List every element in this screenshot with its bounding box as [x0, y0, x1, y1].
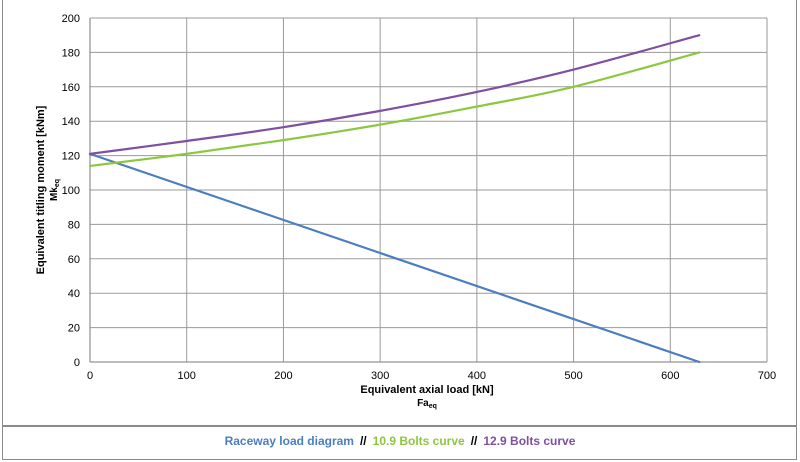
- legend-item-10-9-bolts: 10.9 Bolts curve: [372, 434, 465, 448]
- y-tick-label: 160: [62, 82, 80, 94]
- x-tick-label: 600: [661, 370, 679, 382]
- y-tick-label: 60: [68, 254, 80, 266]
- legend-separator: //: [470, 434, 478, 448]
- x-tick-label: 0: [87, 370, 93, 382]
- y-tick-label: 80: [68, 219, 80, 231]
- y-tick-label: 120: [62, 151, 80, 163]
- tick-labels: 0 20 40 60 80 100 120 140 160 180 200 0 100 200 300 400…: [62, 13, 777, 382]
- series-line-raceway: [88, 152, 701, 364]
- y-tick-label: 20: [68, 323, 80, 335]
- series-lines: [88, 34, 701, 364]
- x-tick-label: 400: [468, 370, 486, 382]
- x-tick-label: 100: [178, 370, 196, 382]
- series-line-12-9-bolts: [88, 34, 701, 155]
- series-line-10-9-bolts: [88, 51, 701, 168]
- y-tick-label: 180: [62, 47, 80, 59]
- chart-panel: [2, 0, 797, 426]
- legend: Raceway load diagram // 10.9 Bolts curve //…: [0, 434, 800, 448]
- grid-lines: [89, 17, 768, 363]
- legend-item-12-9-bolts: 12.9 Bolts curve: [483, 434, 576, 448]
- y-tick-label: 0: [74, 357, 80, 369]
- y-axis-title: Equivalent titling moment [kNm]: [35, 105, 47, 274]
- x-tick-label: 700: [758, 370, 776, 382]
- chart-plot: 0 20 40 60 80 100 120 140 160 180 200 0 100 200 300 400…: [35, 13, 777, 410]
- x-axis-symbol: Faeq: [417, 398, 437, 410]
- legend-item-raceway: Raceway load diagram: [224, 434, 354, 448]
- y-tick-label: 100: [62, 185, 80, 197]
- x-axis-title: Equivalent axial load [kN]: [360, 384, 494, 396]
- x-tick-label: 500: [564, 370, 582, 382]
- y-axis-symbol: Mkeq: [49, 179, 61, 201]
- y-tick-label: 140: [62, 116, 80, 128]
- x-tick-label: 200: [274, 370, 292, 382]
- legend-panel: [2, 426, 797, 460]
- y-tick-label: 200: [62, 13, 80, 25]
- x-tick-label: 300: [371, 370, 389, 382]
- y-tick-label: 40: [68, 288, 80, 300]
- legend-separator: //: [359, 434, 367, 448]
